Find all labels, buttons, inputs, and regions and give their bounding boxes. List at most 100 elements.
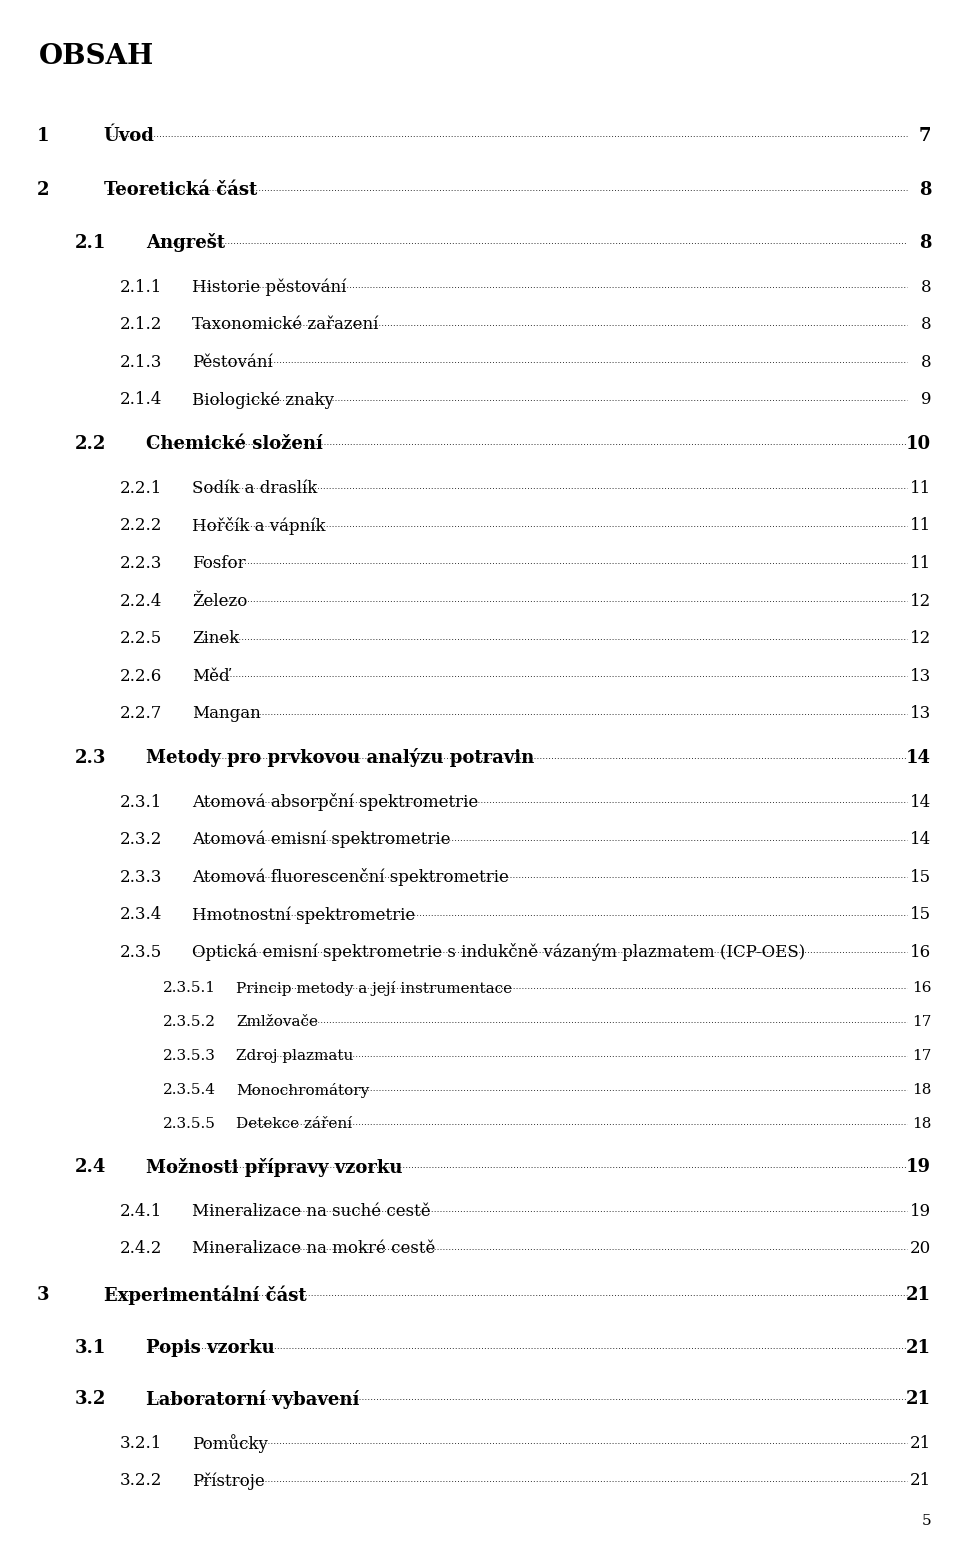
Text: Angrešt: Angrešt xyxy=(146,233,225,252)
Text: 14: 14 xyxy=(910,793,931,810)
Text: Metody pro prvkovou analýzu potravin: Metody pro prvkovou analýzu potravin xyxy=(146,748,534,767)
Text: Měď: Měď xyxy=(192,668,229,685)
Text: 2.4.2: 2.4.2 xyxy=(120,1240,162,1257)
Text: 2.3.5.4: 2.3.5.4 xyxy=(163,1084,216,1098)
Text: Úvod: Úvod xyxy=(104,127,155,144)
Text: 7: 7 xyxy=(919,127,931,144)
Text: 2.3.4: 2.3.4 xyxy=(120,906,162,923)
Text: Atomová fluorescenční spektrometrie: Atomová fluorescenční spektrometrie xyxy=(192,869,509,886)
Text: Atomová absorpční spektrometrie: Atomová absorpční spektrometrie xyxy=(192,793,478,812)
Text: Biologické znaky: Biologické znaky xyxy=(192,391,334,408)
Text: Detekce záření: Detekce záření xyxy=(236,1118,352,1132)
Text: Železo: Železo xyxy=(192,592,248,609)
Text: Teoretická část: Teoretická část xyxy=(104,181,257,199)
Text: 19: 19 xyxy=(906,1158,931,1177)
Text: 3.2.1: 3.2.1 xyxy=(120,1435,162,1452)
Text: 11: 11 xyxy=(910,518,931,535)
Text: 3.1: 3.1 xyxy=(75,1339,107,1357)
Text: 2.3.5.1: 2.3.5.1 xyxy=(163,982,216,996)
Text: Hmotnostní spektrometrie: Hmotnostní spektrometrie xyxy=(192,906,416,923)
Text: 2.2.7: 2.2.7 xyxy=(120,705,162,722)
Text: 2.3.3: 2.3.3 xyxy=(120,869,162,886)
Text: 12: 12 xyxy=(910,592,931,609)
Text: Popis vzorku: Popis vzorku xyxy=(146,1339,275,1357)
Text: Princip metody a její instrumentace: Princip metody a její instrumentace xyxy=(236,980,513,996)
Text: Hořčík a vápník: Hořčík a vápník xyxy=(192,516,325,535)
Text: Optická emisní spektrometrie s indukčně vázaným plazmatem (ICP-OES): Optická emisní spektrometrie s indukčně … xyxy=(192,943,805,962)
Text: 9: 9 xyxy=(921,391,931,408)
Text: 2.3.5: 2.3.5 xyxy=(120,943,162,960)
Text: 17: 17 xyxy=(912,1050,931,1064)
Text: 2.1.4: 2.1.4 xyxy=(120,391,162,408)
Text: Mineralizace na suché cestě: Mineralizace na suché cestě xyxy=(192,1203,431,1220)
Text: 2.1.3: 2.1.3 xyxy=(120,354,162,371)
Text: 2.4.1: 2.4.1 xyxy=(120,1203,162,1220)
Text: 2.2: 2.2 xyxy=(75,434,107,453)
Text: Pomůcky: Pomůcky xyxy=(192,1433,268,1453)
Text: 3: 3 xyxy=(36,1286,49,1303)
Text: 2.3.5.2: 2.3.5.2 xyxy=(163,1016,216,1030)
Text: 2.1: 2.1 xyxy=(75,233,107,252)
Text: 8: 8 xyxy=(919,233,931,252)
Text: Fosfor: Fosfor xyxy=(192,555,246,572)
Text: 16: 16 xyxy=(910,943,931,960)
Text: Pěstování: Pěstování xyxy=(192,354,273,371)
Text: 11: 11 xyxy=(910,479,931,496)
Text: 3.2: 3.2 xyxy=(75,1390,107,1408)
Text: 2.3: 2.3 xyxy=(75,748,107,767)
Text: Sodík a draslík: Sodík a draslík xyxy=(192,479,317,496)
Text: 10: 10 xyxy=(906,434,931,453)
Text: 2.2.3: 2.2.3 xyxy=(120,555,162,572)
Text: Monochromátory: Monochromátory xyxy=(236,1082,370,1098)
Text: 21: 21 xyxy=(910,1435,931,1452)
Text: 2.3.5.5: 2.3.5.5 xyxy=(163,1118,216,1132)
Text: 2.3.1: 2.3.1 xyxy=(120,793,162,810)
Text: 8: 8 xyxy=(921,354,931,371)
Text: Možnosti přípravy vzorku: Možnosti přípravy vzorku xyxy=(146,1158,402,1177)
Text: 2.2.4: 2.2.4 xyxy=(120,592,162,609)
Text: Zdroj plazmatu: Zdroj plazmatu xyxy=(236,1050,353,1064)
Text: Taxonomické zařazení: Taxonomické zařazení xyxy=(192,317,378,334)
Text: Atomová emisní spektrometrie: Atomová emisní spektrometrie xyxy=(192,832,450,849)
Text: 21: 21 xyxy=(906,1286,931,1303)
Text: 2.1.1: 2.1.1 xyxy=(120,278,162,295)
Text: 2.2.1: 2.2.1 xyxy=(120,479,162,496)
Text: Historie pěstování: Historie pěstování xyxy=(192,278,347,295)
Text: 2.4: 2.4 xyxy=(75,1158,107,1177)
Text: 2.2.5: 2.2.5 xyxy=(120,631,162,648)
Text: Laboratorní vybavení: Laboratorní vybavení xyxy=(146,1390,359,1408)
Text: 18: 18 xyxy=(912,1084,931,1098)
Text: 2: 2 xyxy=(36,181,49,199)
Text: 8: 8 xyxy=(921,317,931,334)
Text: 8: 8 xyxy=(919,181,931,199)
Text: 3.2.2: 3.2.2 xyxy=(120,1472,162,1489)
Text: Mangan: Mangan xyxy=(192,705,261,722)
Text: 11: 11 xyxy=(910,555,931,572)
Text: Mineralizace na mokré cestě: Mineralizace na mokré cestě xyxy=(192,1240,436,1257)
Text: 15: 15 xyxy=(910,869,931,886)
Text: Přístroje: Přístroje xyxy=(192,1472,265,1490)
Text: 13: 13 xyxy=(910,668,931,685)
Text: 21: 21 xyxy=(906,1339,931,1357)
Text: 2.3.5.3: 2.3.5.3 xyxy=(163,1050,216,1064)
Text: 17: 17 xyxy=(912,1016,931,1030)
Text: 15: 15 xyxy=(910,906,931,923)
Text: Experimentální část: Experimentální část xyxy=(104,1285,306,1305)
Text: Zinek: Zinek xyxy=(192,631,239,648)
Text: 8: 8 xyxy=(921,278,931,295)
Text: 12: 12 xyxy=(910,631,931,648)
Text: 2.3.2: 2.3.2 xyxy=(120,832,162,849)
Text: 2.2.6: 2.2.6 xyxy=(120,668,162,685)
Text: 14: 14 xyxy=(906,748,931,767)
Text: 20: 20 xyxy=(910,1240,931,1257)
Text: 13: 13 xyxy=(910,705,931,722)
Text: 21: 21 xyxy=(906,1390,931,1408)
Text: 2.2.2: 2.2.2 xyxy=(120,518,162,535)
Text: 19: 19 xyxy=(910,1203,931,1220)
Text: OBSAH: OBSAH xyxy=(38,43,154,70)
Text: 21: 21 xyxy=(910,1472,931,1489)
Text: 18: 18 xyxy=(912,1118,931,1132)
Text: Zmlžovače: Zmlžovače xyxy=(236,1016,318,1030)
Text: 2.1.2: 2.1.2 xyxy=(120,317,162,334)
Text: 14: 14 xyxy=(910,832,931,849)
